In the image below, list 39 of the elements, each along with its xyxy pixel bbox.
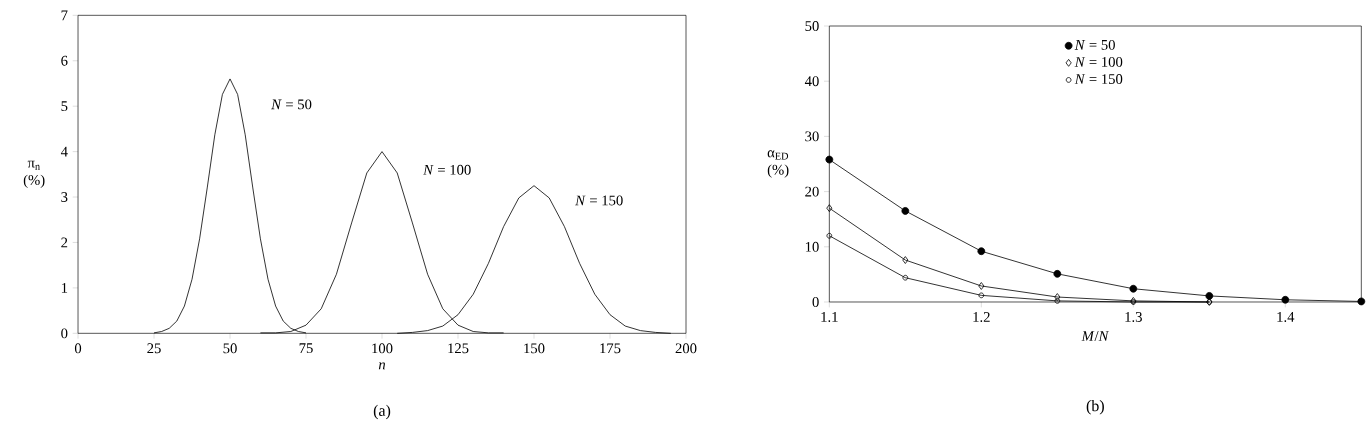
y-axis-title: π$_{n}$ (%) [23,160,45,188]
x-tick-label: 125 [448,343,469,354]
x-tick-label: 0 [74,343,82,354]
y-tick-label: 30 [805,131,819,142]
x-tick-label: 200 [675,343,697,354]
legend-label: N = 100 [1074,56,1123,67]
y-tick-label: 5 [61,101,68,112]
text: (a) [373,404,391,420]
x-tick-label: 100 [372,343,393,354]
y-tick-label: 20 [805,186,819,197]
x-tick-label: 75 [299,343,313,354]
x-tick-label: 150 [524,343,545,354]
y-tick-label: 2 [61,237,68,248]
y-axis-title: α$_{ED}$ (%) [767,150,789,178]
text: (b) [1086,400,1104,415]
y-tick-label: 4 [60,146,68,157]
series-label: N = 100 [423,164,471,175]
text: N = 50 [271,99,312,110]
y-tick-label: 40 [804,76,819,87]
x-axis-title: M/N [1081,331,1110,341]
y-tick-label: 6 [61,55,68,66]
legend-label: N = 150 [1074,74,1123,84]
series-label: N = 150 [575,195,623,206]
y-tick-label: 1 [61,283,68,293]
x-tick-label: 175 [600,343,621,354]
x-tick-label: 1.2 [973,312,990,322]
y-tick-label: 7 [61,10,68,21]
y-tick-label: 50 [805,21,819,31]
x-tick-label: 50 [223,343,237,354]
y-tick-label: 3 [61,192,68,202]
y-tick-label: 0 [812,297,819,307]
x-tick-label: 1.4 [1277,312,1295,322]
legend-label: N = 50 [1074,39,1115,50]
x-tick-label: 1.3 [1125,312,1142,322]
x-axis-title: n [378,362,386,370]
y-tick-label: 0 [61,328,68,339]
x-tick-label: 25 [147,343,161,354]
y-tick-label: 10 [805,241,819,252]
x-tick-label: 1.1 [821,312,838,322]
